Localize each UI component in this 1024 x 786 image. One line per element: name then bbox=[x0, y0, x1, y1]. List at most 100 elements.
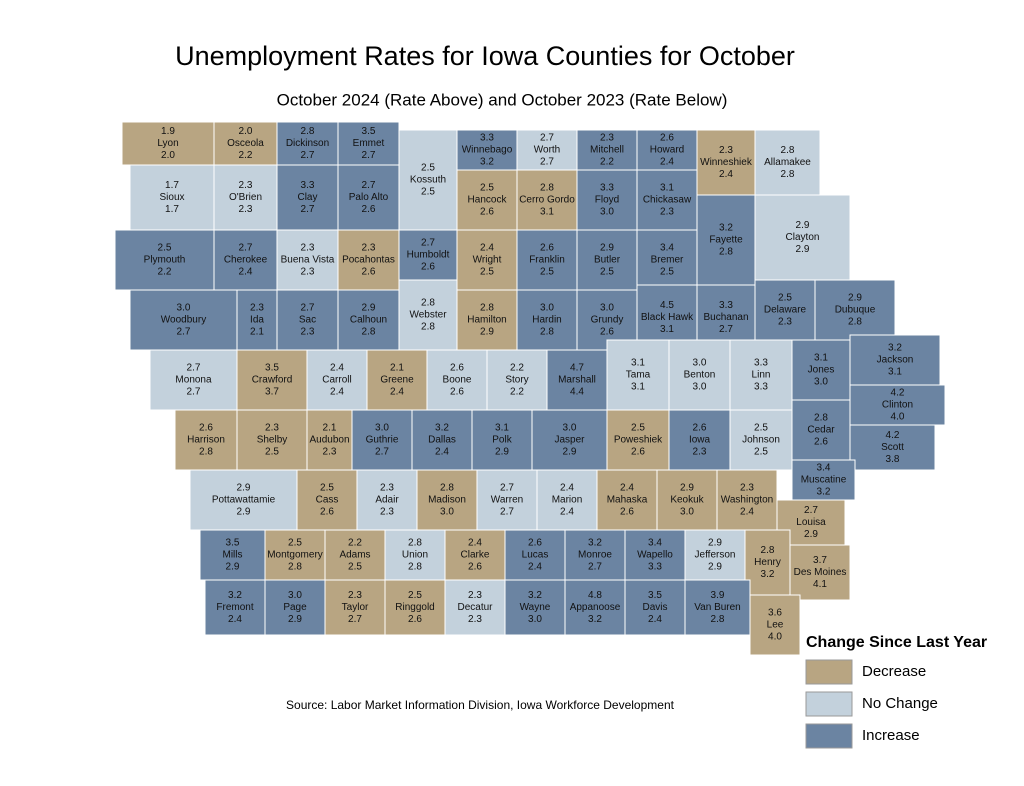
rate-2023: 2.7 bbox=[301, 150, 315, 161]
county bbox=[366, 349, 428, 411]
rate-2024: 3.1 bbox=[814, 353, 828, 364]
county-name: Plymouth bbox=[144, 255, 186, 266]
county-name: Johnson bbox=[742, 435, 780, 446]
county bbox=[849, 384, 946, 426]
rate-2024: 2.8 bbox=[781, 145, 795, 156]
county-name: Adair bbox=[375, 495, 399, 506]
rate-2024: 2.3 bbox=[301, 243, 315, 254]
county-name: Calhoun bbox=[350, 315, 387, 326]
county-name: Polk bbox=[492, 435, 512, 446]
county bbox=[636, 169, 698, 231]
county bbox=[276, 121, 339, 166]
rate-2023: 2.4 bbox=[560, 507, 574, 518]
county bbox=[754, 129, 821, 196]
legend-label: No Change bbox=[862, 695, 938, 712]
county bbox=[476, 469, 538, 531]
county bbox=[814, 279, 896, 341]
rate-2023: 2.7 bbox=[187, 387, 201, 398]
county bbox=[606, 339, 670, 411]
legend-swatch bbox=[805, 659, 853, 685]
county-name: Winnebago bbox=[462, 145, 513, 156]
rate-2024: 3.1 bbox=[631, 358, 645, 369]
county bbox=[129, 289, 238, 351]
rate-2023: 2.9 bbox=[480, 327, 494, 338]
county-name: Delaware bbox=[764, 305, 807, 316]
rate-2023: 2.3 bbox=[301, 267, 315, 278]
rate-2023: 2.6 bbox=[620, 507, 634, 518]
county-name: Poweshiek bbox=[614, 435, 663, 446]
rate-2024: 2.7 bbox=[239, 243, 253, 254]
rate-2024: 2.9 bbox=[600, 243, 614, 254]
rate-2023: 2.0 bbox=[161, 150, 175, 161]
county bbox=[456, 129, 518, 171]
county-name: Adams bbox=[339, 550, 370, 561]
county bbox=[684, 529, 746, 581]
rate-2023: 3.1 bbox=[888, 367, 902, 378]
county bbox=[576, 169, 638, 231]
rate-2024: 3.2 bbox=[588, 538, 602, 549]
rate-2024: 2.1 bbox=[323, 423, 337, 434]
rate-2023: 4.4 bbox=[570, 387, 584, 398]
county-name: Benton bbox=[684, 370, 716, 381]
county bbox=[624, 579, 686, 636]
county-name: Guthrie bbox=[366, 435, 399, 446]
county bbox=[716, 469, 778, 531]
rate-2024: 2.6 bbox=[199, 423, 213, 434]
rate-2024: 2.5 bbox=[480, 183, 494, 194]
rate-2023: 2.9 bbox=[288, 614, 302, 625]
rate-2024: 2.6 bbox=[528, 538, 542, 549]
rate-2023: 3.1 bbox=[660, 324, 674, 335]
rate-2024: 3.0 bbox=[563, 423, 577, 434]
rate-2024: 2.3 bbox=[239, 180, 253, 191]
rate-2024: 3.3 bbox=[480, 133, 494, 144]
rate-2024: 2.5 bbox=[320, 483, 334, 494]
rate-2023: 2.4 bbox=[390, 387, 404, 398]
county-name: Fayette bbox=[709, 235, 743, 246]
county-name: Buena Vista bbox=[281, 255, 335, 266]
county-name: Appanoose bbox=[570, 602, 621, 613]
county-name: Jones bbox=[808, 365, 835, 376]
rate-2023: 2.4 bbox=[330, 387, 344, 398]
county-name: Lee bbox=[767, 620, 784, 631]
county-name: Hardin bbox=[532, 315, 561, 326]
rate-2024: 2.8 bbox=[814, 413, 828, 424]
rate-2023: 3.0 bbox=[600, 207, 614, 218]
rate-2024: 2.5 bbox=[421, 163, 435, 174]
rate-2023: 2.3 bbox=[468, 614, 482, 625]
county-name: Cass bbox=[316, 495, 339, 506]
rate-2023: 2.8 bbox=[711, 614, 725, 625]
rate-2024: 2.2 bbox=[510, 363, 524, 374]
county-name: Shelby bbox=[257, 435, 288, 446]
rate-2023: 2.3 bbox=[380, 507, 394, 518]
rate-2023: 2.8 bbox=[540, 327, 554, 338]
county-name: Cerro Gordo bbox=[519, 195, 575, 206]
rate-2024: 2.7 bbox=[187, 363, 201, 374]
rate-2023: 3.1 bbox=[631, 382, 645, 393]
county-name: Lyon bbox=[157, 138, 178, 149]
rate-2023: 2.5 bbox=[600, 267, 614, 278]
rate-2024: 2.2 bbox=[348, 538, 362, 549]
rate-2024: 3.4 bbox=[817, 463, 831, 474]
rate-2024: 2.7 bbox=[362, 180, 376, 191]
county-name: Fremont bbox=[216, 602, 253, 613]
rate-2023: 3.0 bbox=[680, 507, 694, 518]
rate-2024: 2.7 bbox=[301, 303, 315, 314]
county bbox=[337, 229, 400, 291]
rate-2023: 2.6 bbox=[320, 507, 334, 518]
rate-2024: 2.5 bbox=[288, 538, 302, 549]
county-name: Linn bbox=[752, 370, 771, 381]
rate-2023: 3.0 bbox=[528, 614, 542, 625]
county bbox=[576, 229, 638, 291]
county-name: Woodbury bbox=[161, 315, 206, 326]
county-name: Dallas bbox=[428, 435, 456, 446]
counties: 1.9Lyon2.02.0Osceola2.22.8Dickinson2.73.… bbox=[114, 121, 946, 656]
rate-2024: 3.1 bbox=[660, 183, 674, 194]
rate-2023: 2.5 bbox=[480, 267, 494, 278]
rate-2024: 3.5 bbox=[362, 126, 376, 137]
rate-2023: 2.8 bbox=[848, 317, 862, 328]
rate-2023: 3.2 bbox=[761, 569, 775, 580]
rate-2023: 2.8 bbox=[362, 327, 376, 338]
county-name: Wayne bbox=[520, 602, 551, 613]
county bbox=[411, 409, 473, 471]
county bbox=[121, 121, 215, 166]
